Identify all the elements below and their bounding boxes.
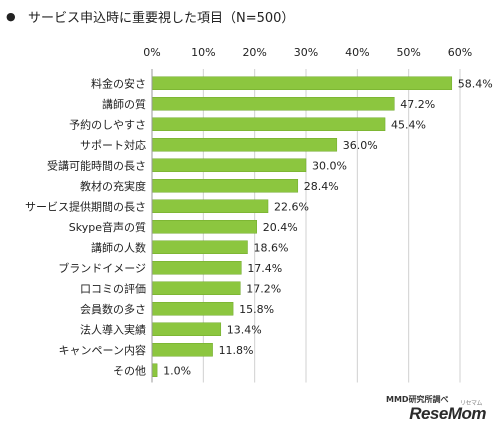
category-label-1: 講師の質 [102,97,146,111]
bar-5 [151,179,299,193]
value-label-0: 58.4% [458,77,493,90]
category-label-7: Skype音声の質 [69,220,146,234]
category-label-0: 料金の安さ [91,76,146,90]
value-label-3: 36.0% [343,139,378,152]
bar-8 [151,240,248,254]
bar-3 [151,138,338,152]
x-tick-label-0: 0% [143,46,160,59]
category-label-13: キャンペーン内容 [59,343,146,357]
bar-12 [151,322,222,336]
source-note: MMD研究所調べ [386,395,449,404]
bar-10 [151,281,241,295]
x-tick-label-1: 10% [191,46,215,59]
category-label-10: 口コミの評価 [80,281,146,295]
bar-6 [151,199,269,213]
value-label-8: 18.6% [253,241,288,254]
value-label-4: 30.0% [312,159,347,172]
category-label-2: 予約のしやすさ [69,117,146,131]
resemom-logo: ReseMom リセマム [409,401,486,424]
value-label-10: 17.2% [246,282,281,295]
bar-0 [151,76,453,90]
value-label-12: 13.4% [227,323,262,336]
bar-4 [151,158,307,172]
logo-text: ReseMom [409,404,486,423]
x-tick-label-2: 20% [242,46,266,59]
bar-13 [151,343,213,357]
bar-9 [151,261,242,275]
bar-1 [151,97,395,111]
bullet-icon: ● [6,9,16,23]
x-tick-label-3: 30% [294,46,318,59]
category-label-3: サポート対応 [80,138,146,152]
value-label-6: 22.6% [274,200,309,213]
value-label-11: 15.8% [239,303,274,316]
value-label-1: 47.2% [400,98,435,111]
category-label-12: 法人導入実績 [80,322,146,336]
chart-title: サービス申込時に重要視した項目（N=500） [28,10,295,26]
bar-11 [151,302,234,316]
x-tick-label-5: 50% [396,46,420,59]
category-label-9: ブランドイメージ [58,261,146,275]
category-label-6: サービス提供期間の長さ [25,199,146,213]
category-label-5: 教材の充実度 [80,179,146,193]
value-label-9: 17.4% [247,262,282,275]
value-label-14: 1.0% [163,364,191,377]
x-tick-label-4: 40% [345,46,369,59]
value-label-5: 28.4% [304,180,339,193]
bar-2 [151,117,386,131]
value-label-7: 20.4% [263,221,298,234]
chart-title-row: ● サービス申込時に重要視した項目（N=500） [6,6,294,26]
bar-14 [151,363,158,377]
bar-7 [151,220,257,234]
x-tick-label-6: 60% [448,46,472,59]
category-label-4: 受講可能時間の長さ [47,158,146,172]
value-label-2: 45.4% [391,118,426,131]
logo-kana: リセマム [459,401,483,407]
category-label-8: 講師の人数 [91,240,146,254]
category-label-11: 会員数の多さ [80,302,146,316]
category-label-14: その他 [113,364,146,377]
value-label-13: 11.8% [219,344,254,357]
